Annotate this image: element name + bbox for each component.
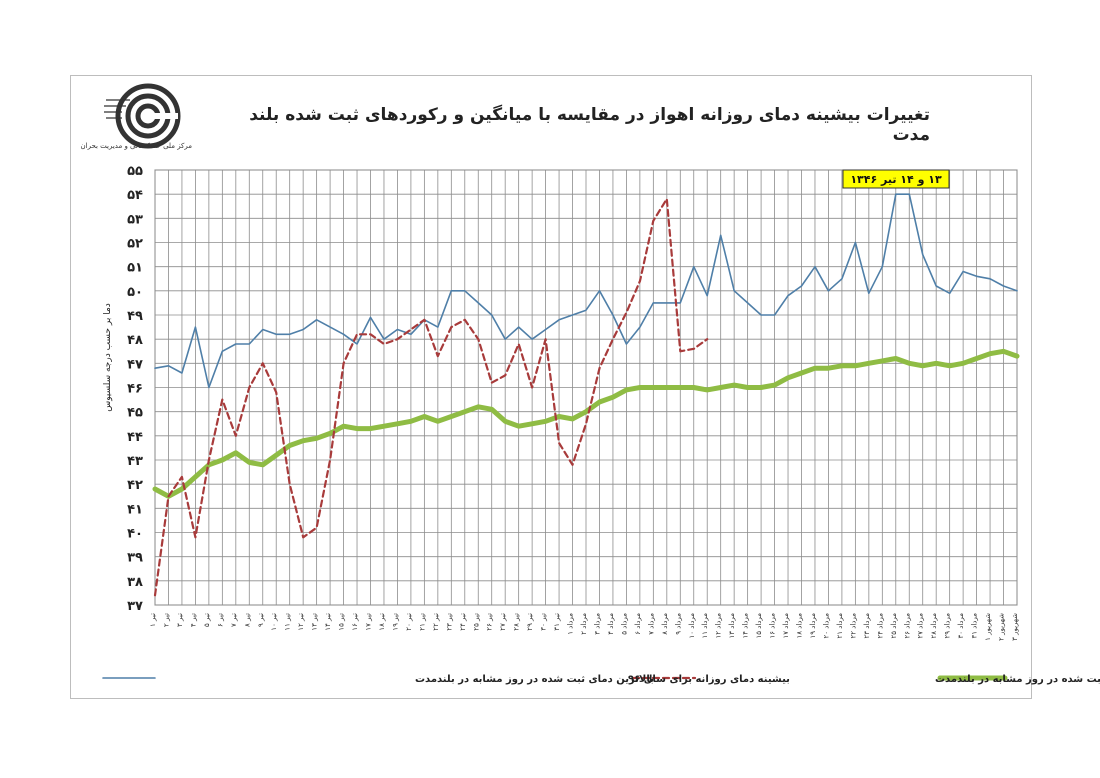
legend-label-2: بیشینه دمای روزانه برای سال ۹۶	[628, 674, 790, 685]
legend-label-1: بالاترین دمای ثبت شده در روز مشابه در بل…	[415, 674, 654, 685]
x-tick-label: ۸ تیر	[243, 613, 251, 627]
y-tick-label: ۴۳	[127, 454, 143, 469]
x-tick-label: ۲۶ مرداد	[903, 613, 911, 639]
x-tick-label: ۲ شهریور	[998, 613, 1006, 641]
annotation-box	[842, 169, 950, 189]
x-tick-label: ۱۹ تیر	[391, 613, 399, 631]
spiral-logo-icon	[104, 83, 181, 149]
x-tick-label: ۲۹ تیر	[526, 613, 534, 631]
x-tick-label: ۲۲ تیر	[432, 613, 440, 631]
x-tick-label: ۱۴ تیر	[324, 613, 332, 631]
x-tick-label: ۳ شهریور	[1011, 613, 1019, 641]
y-tick-label: ۴۹	[127, 309, 143, 324]
x-tick-label: ۲۴ مرداد	[876, 613, 884, 639]
x-tick-label: ۱ شهریور	[984, 613, 992, 641]
x-tick-label: ۱۶ مرداد	[769, 613, 777, 639]
y-tick-label: ۵۵	[127, 164, 143, 179]
x-tick-label: ۱۳ مرداد	[728, 613, 736, 639]
y-tick-label: ۵۲	[127, 237, 143, 252]
y-axis-label: دما بر حسب درجه سلسیوس	[103, 303, 113, 412]
y-tick-label: ۴۲	[127, 478, 143, 493]
x-tick-label: ۲ مرداد	[580, 613, 588, 635]
x-tick-label: ۳ تیر	[176, 613, 184, 627]
x-tick-label: ۴ تیر	[189, 613, 197, 627]
x-tick-label: ۷ تیر	[230, 613, 238, 627]
logo-caption: مرکز ملی خشکسالی و مدیریت بحران	[80, 142, 192, 150]
x-tick-label: ۵ مرداد	[620, 613, 628, 635]
x-tick-label: ۲۷ مرداد	[917, 613, 925, 639]
x-tick-label: ۶ تیر	[216, 613, 224, 627]
x-tick-label: ۱۸ مرداد	[796, 613, 804, 639]
x-tick-label: ۷ مرداد	[647, 613, 655, 635]
x-tick-label: ۲۷ تیر	[499, 613, 507, 631]
x-tick-label: ۸ مرداد	[661, 613, 669, 635]
x-tick-label: ۲۲ مرداد	[849, 613, 857, 639]
x-tick-label: ۲۱ تیر	[418, 613, 426, 631]
y-tick-label: ۴۶	[127, 382, 143, 397]
x-tick-label: ۱۶ تیر	[351, 613, 359, 631]
x-tick-label: ۱۷ تیر	[365, 613, 373, 631]
series-line-1	[154, 193, 1018, 389]
y-tick-label: ۴۰	[127, 527, 143, 542]
x-tick-label: ۲۱ مرداد	[836, 613, 844, 639]
x-tick-label: ۲۴ تیر	[459, 613, 467, 631]
x-tick-label: ۱۳ تیر	[311, 613, 319, 631]
y-tick-label: ۴۷	[127, 357, 143, 372]
x-tick-label: ۱۲ مرداد	[715, 613, 723, 639]
x-tick-label: ۳ مرداد	[593, 613, 601, 635]
legend-label-3: میانگین دمای ثبت شده در روز مشابه در بلن…	[935, 672, 1100, 685]
x-tick-label: ۱۱ مرداد	[701, 613, 709, 639]
y-tick-label: ۵۰	[127, 285, 143, 300]
x-tick-label: ۶ مرداد	[634, 613, 642, 635]
x-tick-label: ۱۷ مرداد	[782, 613, 790, 639]
x-tick-label: ۲۵ تیر	[472, 613, 480, 631]
x-tick-label: ۱۵ تیر	[338, 613, 346, 631]
x-tick-label: ۳۰ مرداد	[957, 613, 965, 639]
x-tick-label: ۱۵ مرداد	[755, 613, 763, 639]
y-tick-label: ۵۱	[127, 261, 143, 276]
chart-title: تغییرات بیشینه دمای روزانه اهواز در مقای…	[249, 105, 930, 145]
y-tick-label: ۵۳	[127, 212, 143, 227]
x-tick-label: ۳۱ تیر	[553, 613, 561, 631]
x-tick-label: ۲۵ مرداد	[890, 613, 898, 639]
x-tick-label: ۲۸ تیر	[513, 613, 521, 631]
x-tick-label: ۲ تیر	[162, 613, 170, 627]
x-tick-label: ۴ مرداد	[607, 613, 615, 635]
x-tick-label: ۲۳ تیر	[445, 613, 453, 631]
x-tick-label: ۲۰ مرداد	[822, 613, 830, 639]
x-tick-label: ۳۱ مرداد	[971, 613, 979, 639]
x-tick-label: ۵ تیر	[203, 613, 211, 627]
y-tick-label: ۳۸	[127, 575, 143, 590]
y-tick-label: ۴۴	[127, 430, 143, 445]
x-tick-label: ۲۶ تیر	[486, 613, 494, 631]
series-line-2	[153, 197, 709, 597]
x-tick-label: ۲۹ مرداد	[944, 613, 952, 639]
y-tick-label: ۴۱	[127, 502, 143, 517]
x-tick-label: ۱۴ مرداد	[742, 613, 750, 639]
annotation-text: ۱۳ و ۱۴ تیر ۱۳۴۶	[850, 173, 942, 186]
x-tick-label: ۱۹ مرداد	[809, 613, 817, 639]
y-tick-label: ۳۷	[127, 599, 143, 614]
x-tick-label: ۱۰ مرداد	[688, 613, 696, 639]
x-tick-label: ۱۸ تیر	[378, 613, 386, 631]
x-tick-label: ۲۰ تیر	[405, 613, 413, 631]
x-tick-label: ۱۲ تیر	[297, 613, 305, 631]
y-tick-label: ۴۸	[127, 333, 143, 348]
y-tick-label: ۴۵	[127, 406, 143, 421]
x-tick-label: ۲۳ مرداد	[863, 613, 871, 639]
x-tick-label: ۲۸ مرداد	[930, 613, 938, 639]
x-tick-label: ۳۰ تیر	[540, 613, 548, 631]
y-tick-label: ۳۹	[127, 551, 143, 566]
x-tick-label: ۱۱ تیر	[284, 613, 292, 631]
x-tick-label: ۱ تیر	[149, 613, 157, 627]
series-line-3	[152, 348, 1020, 499]
x-tick-label: ۱۰ تیر	[270, 613, 278, 631]
y-tick-label: ۵۴	[127, 188, 143, 203]
x-tick-label: ۱ مرداد	[567, 613, 575, 635]
x-tick-label: ۹ مرداد	[674, 613, 682, 635]
x-tick-label: ۹ تیر	[257, 613, 265, 627]
